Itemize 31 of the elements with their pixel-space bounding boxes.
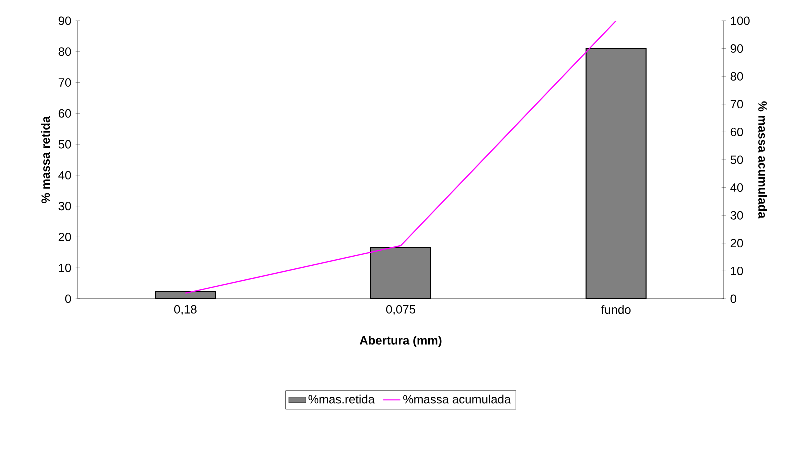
y2-tick-label: 10	[731, 266, 744, 276]
y-tick-label: 10	[59, 264, 72, 272]
y2-tick-label: 90	[730, 44, 744, 54]
y2-tick-label: 0	[730, 294, 737, 304]
y-tick-label: 40	[58, 171, 72, 180]
y2-axis-title: % massa acumulada	[758, 102, 768, 219]
y2-tick-label: 70	[730, 100, 744, 109]
y-tick-label: 30	[58, 202, 72, 211]
y2-tick-label: 40	[730, 184, 744, 192]
y2-tick-label: 50	[730, 156, 744, 164]
bar	[370, 247, 432, 299]
y2-tick-label: 30	[730, 211, 744, 220]
x-tick-label: fundo	[601, 305, 631, 314]
y2-tick-label: 80	[730, 72, 744, 81]
y-tick-label: 60	[58, 109, 72, 118]
y-axis-title: % massa retida	[41, 116, 50, 204]
x-axis-title: Abertura (mm)	[360, 336, 442, 348]
bar	[586, 48, 647, 299]
y-tick-label: 50	[58, 140, 72, 149]
y-tick-label: 70	[58, 78, 72, 88]
legend-label: %massa acumulada	[404, 394, 512, 404]
x-tick-label: 0,075	[386, 305, 416, 316]
y-tick-label: 20	[58, 232, 72, 242]
x-tick-label: 0,18	[174, 305, 197, 316]
y2-tick-label: 60	[730, 128, 744, 136]
y2-tick-label: 20	[730, 239, 744, 248]
y-tick-label: 90	[58, 16, 72, 26]
y-tick-label: 80	[58, 48, 72, 56]
y-tick-label: 0	[65, 294, 72, 304]
legend-label: %mas.retida	[308, 394, 376, 404]
y2-tick-label: 100	[731, 16, 750, 26]
